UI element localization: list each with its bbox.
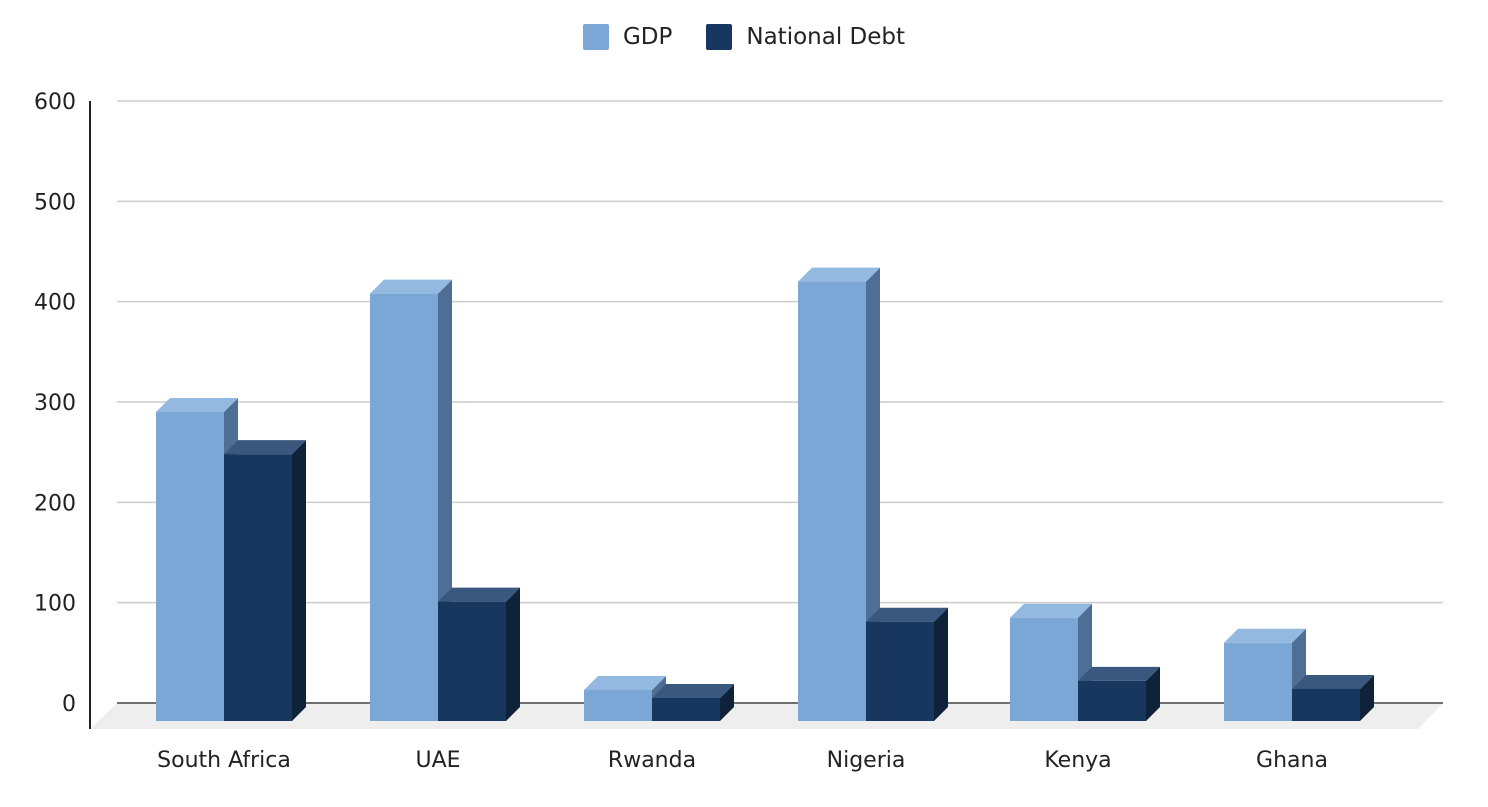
- bar-gdp-ghana-front: [1224, 642, 1292, 721]
- bar-national-debt-south-africa-side: [292, 440, 306, 721]
- bar-gdp-kenya-front: [1010, 617, 1078, 721]
- bar-national-debt-south-africa-front: [224, 454, 292, 721]
- x-tick-label-rwanda: Rwanda: [608, 748, 696, 773]
- bar-gdp-rwanda-top: [584, 675, 666, 690]
- bar-national-debt-kenya: [1078, 666, 1160, 721]
- bar-national-debt-kenya-front: [1078, 680, 1146, 721]
- bar-gdp-rwanda-front: [584, 689, 652, 721]
- y-tick-label-100: 100: [34, 592, 76, 617]
- bar-gdp-nigeria-top: [798, 267, 880, 282]
- bar-national-debt-uae: [438, 587, 520, 721]
- bar-gdp-nigeria-side: [866, 267, 880, 721]
- bar-national-debt-south-africa-top: [224, 440, 306, 455]
- y-tick-label-0: 0: [62, 692, 76, 717]
- bar-national-debt-rwanda-side: [720, 683, 734, 721]
- bar-national-debt-uae-top: [438, 587, 520, 602]
- bar-gdp-uae-top: [370, 279, 452, 294]
- bar-gdp-ghana-top: [1224, 628, 1306, 643]
- bar-gdp-kenya-top: [1010, 603, 1092, 618]
- bar-national-debt-nigeria-top: [866, 607, 948, 622]
- y-tick-label-500: 500: [34, 190, 76, 215]
- legend-label-gdp: GDP: [622, 24, 673, 50]
- y-tick-label-200: 200: [34, 491, 76, 516]
- bar-national-debt-nigeria-front: [866, 621, 934, 721]
- bar-national-debt-ghana-side: [1360, 674, 1374, 721]
- x-tick-label-south-africa: South Africa: [157, 748, 291, 773]
- bar-gdp-south-africa-front: [156, 412, 224, 721]
- bar-national-debt-ghana: [1292, 674, 1374, 721]
- legend-swatch-national-debt: [706, 24, 733, 50]
- x-tick-label-ghana: Ghana: [1256, 748, 1328, 773]
- legend-swatch-gdp: [582, 24, 609, 50]
- legend-label-national-debt: National Debt: [746, 24, 906, 50]
- y-tick-label-400: 400: [34, 291, 76, 316]
- bar-national-debt-uae-side: [506, 587, 520, 721]
- legend-item-gdp[interactable]: GDP: [582, 24, 673, 50]
- chart-legend: GDP National Debt: [0, 24, 1488, 50]
- bar-national-debt-kenya-side: [1146, 666, 1160, 721]
- bar-national-debt-rwanda-front: [652, 697, 720, 721]
- bar-national-debt-ghana-front: [1292, 688, 1360, 721]
- y-tick-label-600: 600: [34, 90, 76, 115]
- bar-national-debt-rwanda-top: [652, 683, 734, 698]
- legend-item-national-debt[interactable]: National Debt: [706, 24, 905, 50]
- bar-gdp-uae-front: [370, 293, 438, 721]
- bar-gdp-nigeria-front: [798, 281, 866, 721]
- bar-gdp-nigeria: [798, 267, 880, 721]
- bar-national-debt-south-africa: [224, 440, 306, 721]
- bar-national-debt-ghana-top: [1292, 674, 1374, 689]
- x-tick-label-kenya: Kenya: [1044, 748, 1111, 773]
- y-tick-label-300: 300: [34, 391, 76, 416]
- bar-gdp-rwanda: [584, 675, 666, 721]
- bar-gdp-south-africa-top: [156, 398, 238, 413]
- bar-national-debt-kenya-top: [1078, 666, 1160, 681]
- bar-national-debt-rwanda: [652, 683, 734, 721]
- x-tick-label-uae: UAE: [415, 748, 460, 773]
- x-tick-label-nigeria: Nigeria: [827, 748, 906, 773]
- bar-national-debt-uae-front: [438, 601, 506, 721]
- bar-national-debt-nigeria: [866, 607, 948, 721]
- bar-national-debt-nigeria-side: [934, 607, 948, 721]
